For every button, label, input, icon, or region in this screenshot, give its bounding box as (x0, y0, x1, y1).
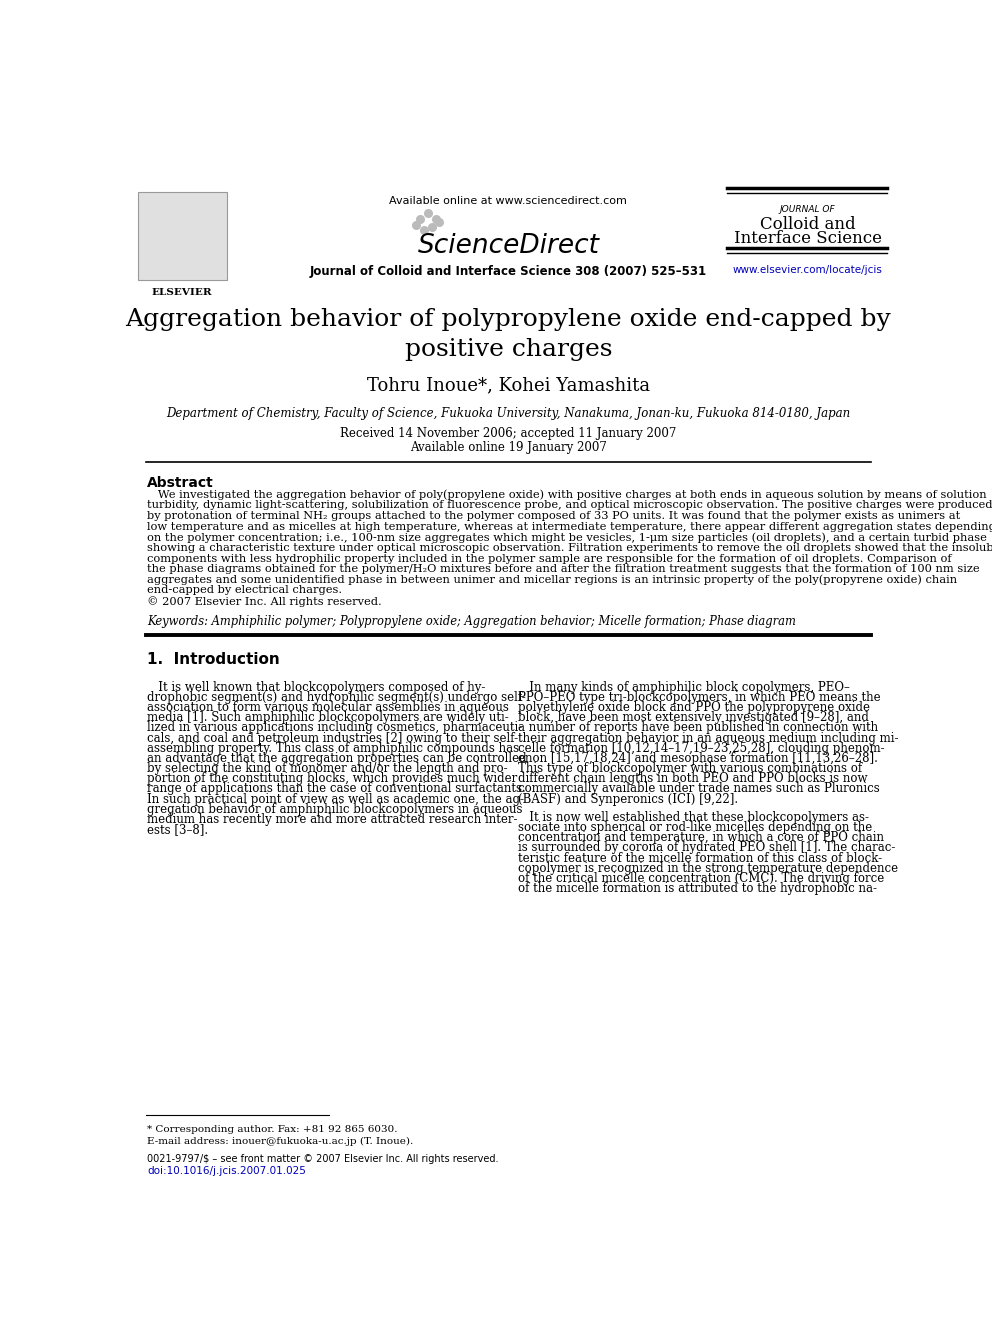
Text: showing a characteristic texture under optical microscopic observation. Filtrati: showing a characteristic texture under o… (147, 542, 992, 553)
Text: doi:10.1016/j.jcis.2007.01.025: doi:10.1016/j.jcis.2007.01.025 (147, 1166, 307, 1176)
Text: lized in various applications including cosmetics, pharmaceuti-: lized in various applications including … (147, 721, 523, 734)
Text: of the micelle formation is attributed to the hydrophobic na-: of the micelle formation is attributed t… (518, 882, 877, 896)
Text: ScienceDirect: ScienceDirect (418, 233, 599, 259)
Text: by protonation of terminal NH₂ groups attached to the polymer composed of 33 PO : by protonation of terminal NH₂ groups at… (147, 511, 960, 521)
Text: portion of the constituting blocks, which provides much wider: portion of the constituting blocks, whic… (147, 773, 518, 786)
Text: In many kinds of amphiphilic block copolymers, PEO–: In many kinds of amphiphilic block copol… (518, 681, 849, 693)
Text: Journal of Colloid and Interface Science 308 (2007) 525–531: Journal of Colloid and Interface Science… (310, 265, 707, 278)
Text: drophobic segment(s) and hydrophilic segment(s) undergo self-: drophobic segment(s) and hydrophilic seg… (147, 691, 526, 704)
Text: Colloid and: Colloid and (760, 216, 855, 233)
Text: assembling property. This class of amphiphilic compounds has: assembling property. This class of amphi… (147, 742, 520, 755)
Text: It is well known that blockcopolymers composed of hy-: It is well known that blockcopolymers co… (147, 681, 486, 693)
Text: end-capped by electrical charges.: end-capped by electrical charges. (147, 586, 342, 595)
Text: 1.  Introduction: 1. Introduction (147, 651, 280, 667)
Text: different chain lengths in both PEO and PPO blocks is now: different chain lengths in both PEO and … (518, 773, 867, 786)
Text: JOURNAL OF: JOURNAL OF (780, 205, 835, 214)
Text: © 2007 Elsevier Inc. All rights reserved.: © 2007 Elsevier Inc. All rights reserved… (147, 597, 382, 607)
Text: turbidity, dynamic light-scattering, solubilization of fluorescence probe, and o: turbidity, dynamic light-scattering, sol… (147, 500, 992, 511)
Text: sociate into spherical or rod-like micelles depending on the: sociate into spherical or rod-like micel… (518, 822, 872, 833)
Text: We investigated the aggregation behavior of poly(propylene oxide) with positive : We investigated the aggregation behavior… (147, 490, 987, 500)
Text: www.elsevier.com/locate/jcis: www.elsevier.com/locate/jcis (733, 265, 883, 275)
Text: concentration and temperature, in which a core of PPO chain: concentration and temperature, in which … (518, 831, 884, 844)
Text: of the critical micelle concentration (CMC). The driving force: of the critical micelle concentration (C… (518, 872, 884, 885)
Text: enon [15,17,18,24] and mesophase formation [11,13,26–28].: enon [15,17,18,24] and mesophase formati… (518, 751, 878, 765)
Text: media [1]. Such amphiphilic blockcopolymers are widely uti-: media [1]. Such amphiphilic blockcopolym… (147, 712, 509, 724)
Text: Department of Chemistry, Faculty of Science, Fukuoka University, Nanakuma, Jonan: Department of Chemistry, Faculty of Scie… (167, 406, 850, 419)
Text: ELSEVIER: ELSEVIER (152, 288, 212, 298)
Text: Available online 19 January 2007: Available online 19 January 2007 (410, 441, 607, 454)
Text: by selecting the kind of monomer and/or the length and pro-: by selecting the kind of monomer and/or … (147, 762, 508, 775)
Text: copolymer is recognized in the strong temperature dependence: copolymer is recognized in the strong te… (518, 861, 898, 875)
Text: on the polymer concentration; i.e., 100-nm size aggregates which might be vesicl: on the polymer concentration; i.e., 100-… (147, 532, 987, 542)
Text: a number of reports have been published in connection with: a number of reports have been published … (518, 721, 878, 734)
Text: polyethylene oxide block and PPO the polypropyrene oxide: polyethylene oxide block and PPO the pol… (518, 701, 870, 714)
Text: range of applications than the case of conventional surfactants.: range of applications than the case of c… (147, 782, 526, 795)
Text: celle formation [10,12,14–17,19–23,25,28], clouding phenom-: celle formation [10,12,14–17,19–23,25,28… (518, 742, 884, 755)
Text: gregation behavior of amphiphilic blockcopolymers in aqueous: gregation behavior of amphiphilic blockc… (147, 803, 523, 816)
Text: Interface Science: Interface Science (733, 230, 882, 246)
Text: Tohru Inoue*, Kohei Yamashita: Tohru Inoue*, Kohei Yamashita (367, 377, 650, 394)
Text: teristic feature of the micelle formation of this class of block-: teristic feature of the micelle formatio… (518, 852, 882, 864)
Text: low temperature and as micelles at high temperature, whereas at intermediate tem: low temperature and as micelles at high … (147, 521, 992, 532)
Text: commercially available under trade names such as Pluronics: commercially available under trade names… (518, 782, 880, 795)
Text: Received 14 November 2006; accepted 11 January 2007: Received 14 November 2006; accepted 11 J… (340, 427, 677, 439)
Text: It is now well established that these blockcopolymers as-: It is now well established that these bl… (518, 811, 869, 824)
Text: In such practical point of view as well as academic one, the ag-: In such practical point of view as well … (147, 792, 524, 806)
Text: PPO–PEO type tri-blockcopolymers, in which PEO means the: PPO–PEO type tri-blockcopolymers, in whi… (518, 691, 880, 704)
Text: components with less hydrophilic property included in the polymer sample are res: components with less hydrophilic propert… (147, 553, 952, 564)
Text: cals, and coal and petroleum industries [2] owing to their self-: cals, and coal and petroleum industries … (147, 732, 519, 745)
FancyBboxPatch shape (138, 192, 227, 280)
Text: ests [3–8].: ests [3–8]. (147, 823, 208, 836)
Text: Aggregation behavior of polypropylene oxide end-capped by
positive charges: Aggregation behavior of polypropylene ox… (126, 308, 891, 361)
Text: This type of blockcopolymer with various combinations of: This type of blockcopolymer with various… (518, 762, 862, 775)
Text: Keywords: Amphiphilic polymer; Polypropylene oxide; Aggregation behavior; Micell: Keywords: Amphiphilic polymer; Polypropy… (147, 615, 797, 627)
Text: an advantage that the aggregation properties can be controlled: an advantage that the aggregation proper… (147, 751, 527, 765)
Text: * Corresponding author. Fax: +81 92 865 6030.: * Corresponding author. Fax: +81 92 865 … (147, 1125, 398, 1134)
Text: is surrounded by corona of hydrated PEO shell [1]. The charac-: is surrounded by corona of hydrated PEO … (518, 841, 895, 855)
Text: 0021-9797/$ – see front matter © 2007 Elsevier Inc. All rights reserved.: 0021-9797/$ – see front matter © 2007 El… (147, 1155, 499, 1164)
Text: association to form various molecular assemblies in aqueous: association to form various molecular as… (147, 701, 509, 714)
Text: the phase diagrams obtained for the polymer/H₂O mixtures before and after the fi: the phase diagrams obtained for the poly… (147, 564, 980, 574)
Text: (BASF) and Synperonics (ICI) [9,22].: (BASF) and Synperonics (ICI) [9,22]. (518, 792, 738, 806)
Text: medium has recently more and more attracted research inter-: medium has recently more and more attrac… (147, 812, 518, 826)
Text: Abstract: Abstract (147, 476, 214, 490)
Text: E-mail address: inouer@fukuoka-u.ac.jp (T. Inoue).: E-mail address: inouer@fukuoka-u.ac.jp (… (147, 1136, 414, 1146)
Text: block, have been most extensively investigated [9–28], and: block, have been most extensively invest… (518, 712, 869, 724)
Text: aggregates and some unidentified phase in between unimer and micellar regions is: aggregates and some unidentified phase i… (147, 576, 957, 586)
Text: their aggregation behavior in an aqueous medium including mi-: their aggregation behavior in an aqueous… (518, 732, 898, 745)
Text: Available online at www.sciencedirect.com: Available online at www.sciencedirect.co… (390, 196, 627, 205)
